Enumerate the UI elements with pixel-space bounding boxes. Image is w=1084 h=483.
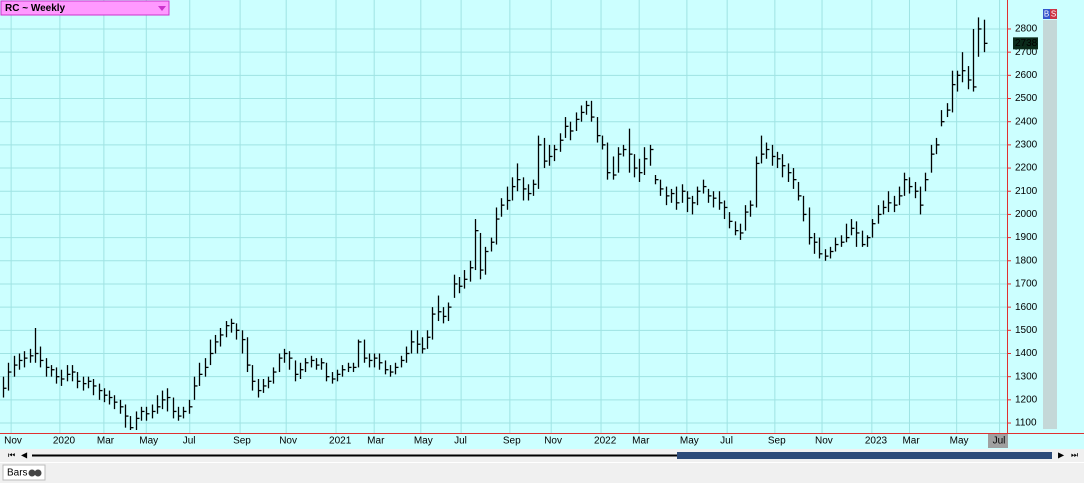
background bbox=[0, 0, 1084, 462]
y-tick-label: 1400 bbox=[1015, 348, 1038, 359]
x-tick-label: Jul bbox=[454, 436, 467, 447]
y-tick-label: 1900 bbox=[1015, 232, 1038, 243]
symbol-box[interactable] bbox=[0, 0, 170, 16]
y-tick-label: 2200 bbox=[1015, 163, 1038, 174]
x-tick-label: Sep bbox=[503, 436, 521, 447]
y-tick-label: 1300 bbox=[1015, 371, 1038, 382]
x-tick-label: 2021 bbox=[329, 436, 352, 447]
scroll-thumb[interactable] bbox=[677, 452, 1052, 459]
scroll-first[interactable]: ⏮ bbox=[8, 451, 15, 460]
scroll-last[interactable]: ⏭ bbox=[1071, 451, 1078, 460]
sell-label: S bbox=[1051, 10, 1056, 19]
x-tick-label: May bbox=[680, 436, 699, 447]
x-tick-label: Jul bbox=[993, 436, 1006, 447]
style-icon bbox=[34, 469, 42, 477]
y-tick-label: 2700 bbox=[1015, 47, 1038, 58]
x-tick-label: Jul bbox=[720, 436, 733, 447]
x-tick-label: May bbox=[950, 436, 969, 447]
x-tick-label: Sep bbox=[768, 436, 786, 447]
y-tick-label: 1600 bbox=[1015, 302, 1038, 313]
style-label: Bars bbox=[7, 468, 28, 479]
sell-button[interactable] bbox=[1050, 9, 1057, 19]
buy-label: B bbox=[1044, 10, 1049, 19]
y-tick-label: 1800 bbox=[1015, 255, 1038, 266]
x-tick-label: Nov bbox=[815, 436, 833, 447]
y-tick-label: 1100 bbox=[1015, 418, 1037, 429]
x-tick-label: May bbox=[139, 436, 158, 447]
x-tick-label: Jul bbox=[183, 436, 196, 447]
style-tab[interactable] bbox=[2, 464, 46, 481]
chart-title: RC ~ Weekly bbox=[5, 3, 66, 14]
x-tick-label: Mar bbox=[367, 436, 385, 447]
style-icon bbox=[28, 469, 36, 477]
x-tick-label: 2022 bbox=[594, 436, 617, 447]
y-tick-label: 2300 bbox=[1015, 140, 1038, 151]
x-tick-label: Sep bbox=[233, 436, 251, 447]
y-tick-label: 2600 bbox=[1015, 70, 1038, 81]
y-tick-label: 2500 bbox=[1015, 93, 1038, 104]
x-tick-label: 2023 bbox=[865, 436, 888, 447]
y-tick-label: 2800 bbox=[1015, 24, 1038, 35]
scroll-right[interactable]: ▶ bbox=[1058, 451, 1065, 460]
x-tick-label: 2020 bbox=[53, 436, 76, 447]
x-tick-label: Nov bbox=[279, 436, 297, 447]
last-price-box bbox=[1013, 37, 1038, 50]
price-strip bbox=[1043, 20, 1057, 429]
x-tick-label: May bbox=[414, 436, 433, 447]
y-tick-label: 1500 bbox=[1015, 325, 1038, 336]
y-tick-label: 2000 bbox=[1015, 209, 1038, 220]
y-tick-label: 2400 bbox=[1015, 116, 1038, 127]
y-tick-label: 2100 bbox=[1015, 186, 1038, 197]
buy-button[interactable] bbox=[1043, 9, 1050, 19]
dropdown-arrow[interactable] bbox=[158, 6, 166, 11]
status-bar bbox=[0, 463, 1084, 483]
x-tick-label: Mar bbox=[632, 436, 650, 447]
scroll-left[interactable]: ◀ bbox=[21, 451, 28, 460]
y-tick-label: 1200 bbox=[1015, 394, 1038, 405]
time-marker bbox=[988, 434, 1008, 448]
x-tick-label: Nov bbox=[4, 436, 22, 447]
x-tick-label: Nov bbox=[544, 436, 562, 447]
last-price-label: 2738 bbox=[1015, 38, 1038, 49]
y-tick-label: 1700 bbox=[1015, 279, 1038, 290]
x-tick-label: Mar bbox=[97, 436, 115, 447]
x-tick-label: Mar bbox=[902, 436, 920, 447]
